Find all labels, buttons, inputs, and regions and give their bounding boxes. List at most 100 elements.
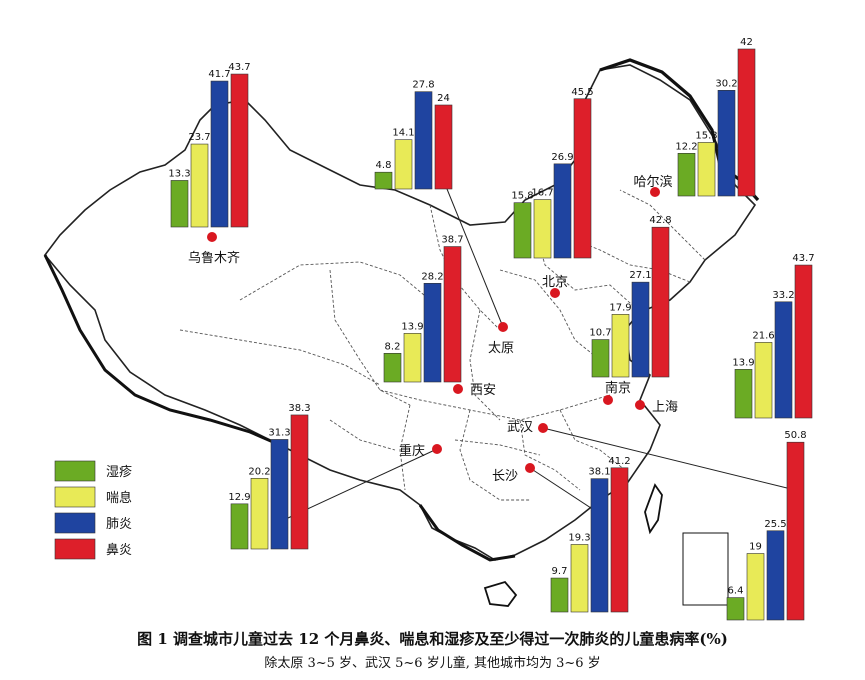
bar: [570, 544, 589, 613]
bar: [734, 369, 753, 419]
legend-swatch: [54, 538, 96, 560]
bar: [443, 246, 462, 383]
northeast-border: [599, 58, 760, 202]
bar: [794, 264, 813, 419]
bar: [394, 139, 413, 190]
bar: [726, 597, 745, 621]
taiwan-island: [644, 483, 663, 535]
city-label: 南京: [605, 380, 631, 396]
city-label: 武汉: [507, 420, 533, 435]
city-marker: [525, 463, 535, 473]
bar-value-label: 17.9: [609, 302, 631, 313]
bar: [250, 477, 269, 550]
bar-group: 12.215.3 30.2 42: [675, 37, 756, 197]
bar-value-label: 12.9: [228, 492, 250, 503]
bar: [270, 439, 289, 550]
bar: [573, 98, 592, 259]
bar-group: 9.7 19.3 38.141.2: [550, 456, 631, 613]
bar: [290, 414, 309, 550]
bar-value-label: 19.3: [568, 532, 590, 543]
bar-value-label: 8.2: [385, 341, 401, 352]
bar-group: 8.213.9 28.2 38.7: [383, 235, 464, 383]
bar: [651, 226, 670, 378]
bar-value-label: 13.9: [732, 357, 754, 368]
bar-group: 13.9 21.6 33.2 43.7: [732, 253, 815, 419]
bar-value-label: 25.5: [764, 519, 786, 530]
bar-value-label: 13.3: [168, 168, 190, 179]
city-marker: [432, 444, 442, 454]
bar: [591, 339, 610, 378]
leader-line: [446, 188, 504, 328]
bar: [590, 478, 609, 613]
figure-note: 除太原 3~5 岁、武汉 5~6 岁儿童, 其他城市均为 3~6 岁: [264, 656, 601, 671]
bar: [766, 530, 785, 621]
city-marker: [538, 423, 548, 433]
bar-group: 15.816.7 26.9 45.5: [511, 87, 594, 259]
city-marker: [207, 232, 217, 242]
bar-value-label: 4.8: [376, 160, 392, 171]
city-marker: [603, 395, 613, 405]
bar-value-label: 9.7: [552, 566, 568, 577]
south-china-sea-inset: [682, 532, 729, 606]
western-border: [43, 254, 281, 447]
bar-value-label: 28.2: [421, 271, 443, 282]
legend-swatch: [54, 512, 96, 534]
bar: [210, 80, 229, 228]
bar-value-label: 30.2: [715, 78, 737, 89]
figure-caption: 图 1 调查城市儿童过去 12 个月鼻炎、喘息和湿疹及至少得过一次肺炎的儿童患病…: [137, 630, 728, 648]
bar-group: 10.7 17.9 27.1 42.8: [589, 215, 672, 378]
city-label: 西安: [470, 383, 496, 398]
bar-value-label: 19: [749, 542, 762, 553]
bar: [190, 143, 209, 228]
bar-group: 12.9 20.2 31.3 38.3: [228, 403, 311, 550]
bar-value-label: 6.4: [728, 586, 744, 597]
bar-value-label: 24: [437, 93, 450, 104]
city-label: 哈尔滨: [633, 174, 672, 190]
bar-value-label: 41.7: [208, 69, 230, 80]
city-marker: [635, 400, 645, 410]
bar-value-label: 10.7: [589, 328, 611, 339]
legend-label: 鼻炎: [106, 542, 132, 558]
legend-label: 喘息: [106, 490, 132, 506]
city-label: 北京: [542, 275, 568, 290]
bar-value-label: 33.2: [772, 290, 794, 301]
leader-line: [542, 427, 788, 489]
bar-value-label: 14.1: [392, 128, 414, 139]
bar: [230, 503, 249, 550]
bar-group: 4.8 14.1 27.824: [374, 80, 453, 190]
bar-group: 13.3 23.7 41.743.7: [168, 62, 251, 228]
leader-lines: [287, 188, 788, 519]
bar-groups: 13.323.741.743.7 4.8 14.1 27.824 15.816.726.…: [168, 37, 815, 621]
bar: [550, 577, 569, 613]
bar-value-label: 31.3: [268, 427, 290, 438]
city-label: 乌鲁木齐: [188, 250, 240, 266]
leader-line: [529, 467, 595, 511]
bar: [513, 202, 532, 259]
bar-value-label: 13.9: [401, 321, 423, 332]
bar-value-label: 50.8: [784, 430, 806, 441]
province-borders: [179, 189, 706, 501]
bar-value-label: 20.2: [248, 466, 270, 477]
southwest-border: [418, 504, 516, 562]
city-label: 太原: [488, 341, 514, 356]
bar-value-label: 27.8: [412, 80, 434, 91]
city-marker: [550, 288, 560, 298]
bar: [230, 73, 249, 228]
city-label: 上海: [652, 400, 678, 415]
bar: [553, 163, 572, 259]
bar: [374, 171, 393, 190]
leader-line: [287, 448, 438, 519]
bar-value-label: 15.3: [695, 130, 717, 141]
bar: [737, 48, 756, 197]
bar-value-label: 16.7: [531, 188, 553, 199]
city-marker: [498, 322, 508, 332]
bar-value-label: 21.6: [752, 330, 774, 341]
bar: [631, 281, 650, 378]
bar: [610, 467, 629, 613]
bar: [786, 441, 805, 621]
city-marker: [650, 187, 660, 197]
bar: [533, 199, 552, 259]
